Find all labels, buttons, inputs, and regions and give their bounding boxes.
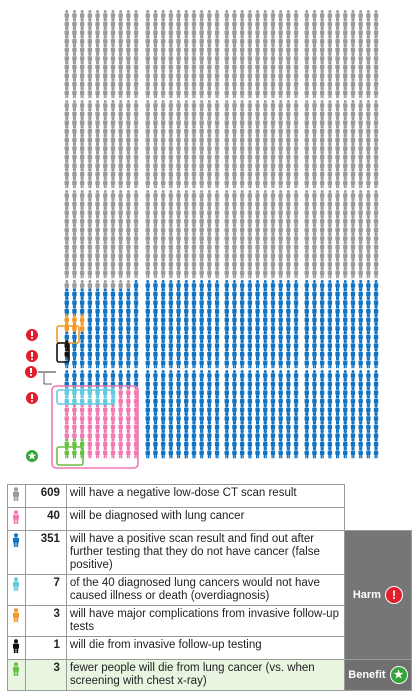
legend-row-negative: 609 will have a negative low-dose CT sca… — [7, 484, 412, 531]
legend-icon-cell — [7, 530, 26, 575]
person-icon — [224, 87, 229, 99]
benefit-outline — [56, 446, 84, 466]
person-icon — [184, 87, 189, 99]
person-icon — [263, 87, 268, 99]
person-icon — [286, 78, 291, 90]
person-icon — [13, 487, 20, 501]
legend-count: 3 — [24, 605, 67, 637]
benefit-panel: Benefit ★ — [343, 659, 413, 691]
person-icon — [286, 87, 291, 99]
star-icon: ★ — [389, 666, 408, 684]
legend-count: 351 — [24, 530, 67, 575]
legend-spacer — [344, 484, 412, 531]
legend-icon-cell — [7, 636, 26, 660]
person-icon — [72, 87, 77, 99]
person-icon — [118, 87, 123, 99]
person-icon — [304, 87, 309, 99]
person-icon — [207, 87, 212, 99]
legend-table: 609 will have a negative low-dose CT sca… — [7, 484, 413, 691]
person-icon — [191, 87, 197, 99]
legend-count: 40 — [24, 507, 67, 531]
legend-icon-cell — [7, 507, 26, 531]
person-icon — [160, 87, 166, 99]
people-grid — [64, 10, 379, 459]
exclamation-icon — [24, 365, 38, 379]
exclamation-icon — [25, 328, 39, 342]
person-icon — [319, 87, 325, 99]
person-icon — [278, 87, 283, 99]
person-icon — [13, 639, 20, 653]
person-icon-shape — [13, 639, 20, 653]
legend-icon-cell — [7, 605, 26, 637]
person-icon — [13, 608, 20, 622]
harm-panel: Harm! — [343, 530, 413, 660]
person-icon-shape — [13, 510, 20, 524]
person-icon — [168, 87, 174, 99]
legend-count: 609 — [24, 484, 67, 508]
person-icon — [153, 87, 158, 99]
person-icon — [13, 577, 20, 591]
legend-text: will be diagnosed with lung cancer — [65, 507, 345, 531]
benefit-label: Benefit — [348, 668, 386, 681]
person-icon — [176, 87, 181, 99]
legend-text: will die from invasive follow-up testing — [65, 636, 345, 660]
person-icon-shape — [13, 533, 20, 547]
person-icon — [13, 662, 20, 676]
legend-text: will have a negative low-dose CT scan re… — [65, 484, 345, 508]
legend-count: 3 — [24, 659, 67, 691]
person-icon — [312, 87, 317, 99]
person-icon — [103, 27, 108, 39]
legend-icon-cell — [7, 484, 26, 508]
person-icon — [247, 87, 253, 99]
legend-row-benefit: 3 fewer people will die from lung cancer… — [7, 659, 413, 691]
person-icon — [270, 87, 276, 99]
person-icon-shape — [13, 662, 20, 676]
person-icon — [110, 87, 116, 99]
person-icon-shape — [13, 608, 20, 622]
person-icon — [110, 70, 116, 82]
person-icon — [255, 87, 260, 99]
exclamation-icon — [25, 391, 39, 405]
harm-label: Harm — [352, 588, 381, 601]
person-icon — [126, 87, 131, 99]
leader-line — [43, 373, 52, 385]
legend-text: of the 40 diagnosed lung cancers would n… — [65, 574, 345, 606]
exclamation-icon: ! — [384, 586, 403, 604]
person-icon — [239, 87, 245, 99]
person-icon — [145, 87, 150, 99]
person-icon-shape — [13, 577, 20, 591]
legend-text: fewer people will die from lung cancer (… — [65, 659, 345, 691]
person-icon — [293, 87, 299, 99]
person-icon — [199, 87, 204, 99]
person-icon — [214, 87, 220, 99]
legend-row-false-positive: 351 will have a positive scan result and… — [7, 530, 413, 660]
star-icon — [25, 449, 39, 463]
pictograph-chart — [24, 10, 379, 469]
legend-count: 7 — [24, 574, 67, 606]
person-icon — [64, 87, 69, 99]
person-icon-shape — [13, 487, 20, 501]
person-icon — [95, 27, 100, 39]
person-icon — [79, 87, 85, 99]
person-icon — [13, 533, 20, 547]
person-icon — [13, 510, 20, 524]
person-icon — [327, 87, 333, 99]
legend-text: will have major complications from invas… — [65, 605, 345, 637]
legend-icon-cell — [7, 574, 26, 606]
person-icon — [103, 87, 108, 99]
legend-icon-cell — [7, 659, 26, 691]
legend-count: 1 — [24, 636, 67, 660]
exclamation-icon — [25, 349, 39, 363]
person-icon — [133, 87, 139, 99]
person-icon — [95, 87, 100, 99]
person-icon — [87, 87, 93, 99]
legend-text: will have a positive scan result and fin… — [65, 530, 345, 575]
person-icon — [232, 87, 237, 99]
